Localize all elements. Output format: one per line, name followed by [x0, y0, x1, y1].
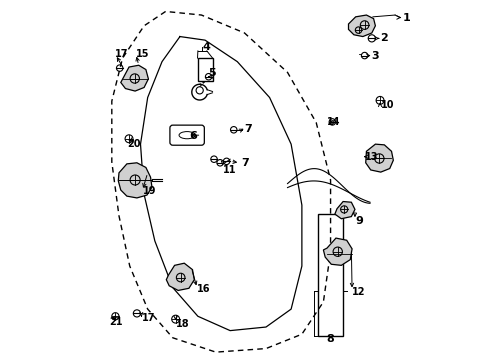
Text: 14: 14 [326, 117, 340, 127]
Text: 7: 7 [244, 125, 252, 134]
Polygon shape [323, 238, 351, 265]
Text: 2: 2 [379, 33, 387, 43]
Text: 13: 13 [364, 152, 377, 162]
Text: 11: 11 [223, 165, 236, 175]
Text: 19: 19 [143, 186, 157, 197]
Text: 21: 21 [109, 318, 122, 327]
Polygon shape [121, 65, 148, 91]
Polygon shape [334, 202, 354, 219]
Polygon shape [166, 263, 194, 291]
Text: 15: 15 [136, 49, 149, 59]
Polygon shape [348, 15, 375, 37]
Bar [197, 58, 212, 81]
Text: 12: 12 [351, 287, 365, 297]
Text: 4: 4 [203, 42, 210, 51]
Text: 7: 7 [241, 158, 248, 168]
Polygon shape [365, 144, 392, 172]
Polygon shape [118, 163, 152, 198]
Text: 16: 16 [197, 284, 210, 294]
Text: 17: 17 [142, 313, 155, 323]
Text: 9: 9 [355, 216, 363, 226]
Text: 20: 20 [127, 139, 141, 149]
Text: 5: 5 [208, 68, 216, 78]
Text: 1: 1 [402, 13, 409, 23]
Text: 18: 18 [176, 319, 190, 329]
Text: 3: 3 [370, 51, 378, 61]
Bar [317, 214, 343, 336]
Text: 10: 10 [380, 100, 393, 110]
Text: 6: 6 [189, 131, 197, 141]
Text: 17: 17 [115, 49, 129, 59]
Text: 8: 8 [325, 333, 333, 343]
